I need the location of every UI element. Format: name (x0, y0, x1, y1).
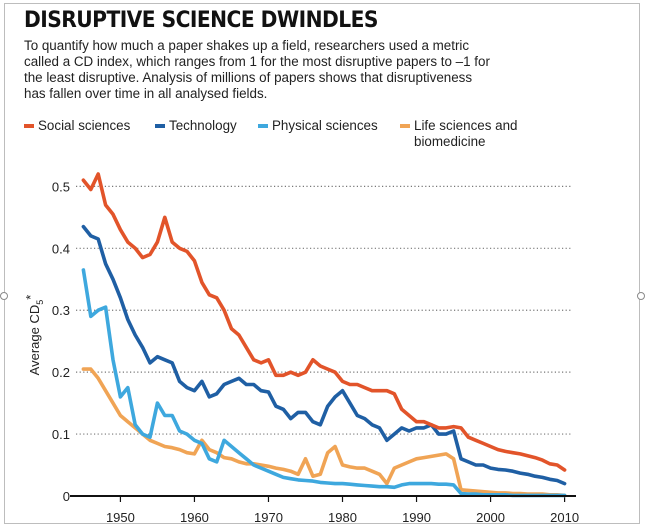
figure-frame (4, 3, 640, 524)
series-line-social-sciences (81, 172, 567, 472)
chart-legend: Social sciences Technology Physical scie… (24, 118, 584, 152)
y-tick-label: 0.5 (52, 179, 70, 194)
legend-swatch-life-sciences (400, 124, 410, 128)
y-axis-label-main: Average CD (27, 305, 42, 376)
x-tick-label: 1950 (106, 510, 135, 525)
series-line-technology (81, 224, 567, 486)
legend-label-social-sciences: Social sciences (38, 118, 131, 133)
y-tick-label: 0 (63, 489, 70, 504)
x-tick-label: 1980 (328, 510, 357, 525)
y-tick-label: 0.3 (52, 303, 70, 318)
x-tick-label: 1960 (180, 510, 209, 525)
legend-swatch-social-sciences (24, 124, 34, 128)
x-tick-label: 1970 (254, 510, 283, 525)
x-tick-label: 2000 (476, 510, 505, 525)
series-line-life-sciences-and-biomedicine (81, 367, 567, 498)
y-tick-label: 0.1 (52, 427, 70, 442)
y-axis-label-subscript: 5 (35, 300, 45, 305)
y-axis-label-suffix: * (23, 295, 38, 300)
legend-swatch-physical-sciences (258, 124, 268, 128)
y-tick-label: 0.4 (52, 241, 70, 256)
resize-handle-left[interactable] (0, 292, 8, 300)
y-axis-label: Average CD5* (23, 295, 45, 376)
series-line-physical-sciences (81, 268, 567, 498)
legend-label-technology: Technology (169, 118, 237, 133)
legend-label-physical-sciences: Physical sciences (272, 118, 378, 133)
legend-label-life-sciences: Life sciences and biomedicine (414, 118, 518, 149)
x-tick-label: 2010 (550, 510, 579, 525)
legend-swatch-technology (155, 124, 165, 128)
chart-subtitle: To quantify how much a paper shakes up a… (24, 38, 490, 101)
chart-title: DISRUPTIVE SCIENCE DWINDLES (24, 8, 378, 33)
x-tick-label: 1990 (402, 510, 431, 525)
y-tick-label: 0.2 (52, 365, 70, 380)
